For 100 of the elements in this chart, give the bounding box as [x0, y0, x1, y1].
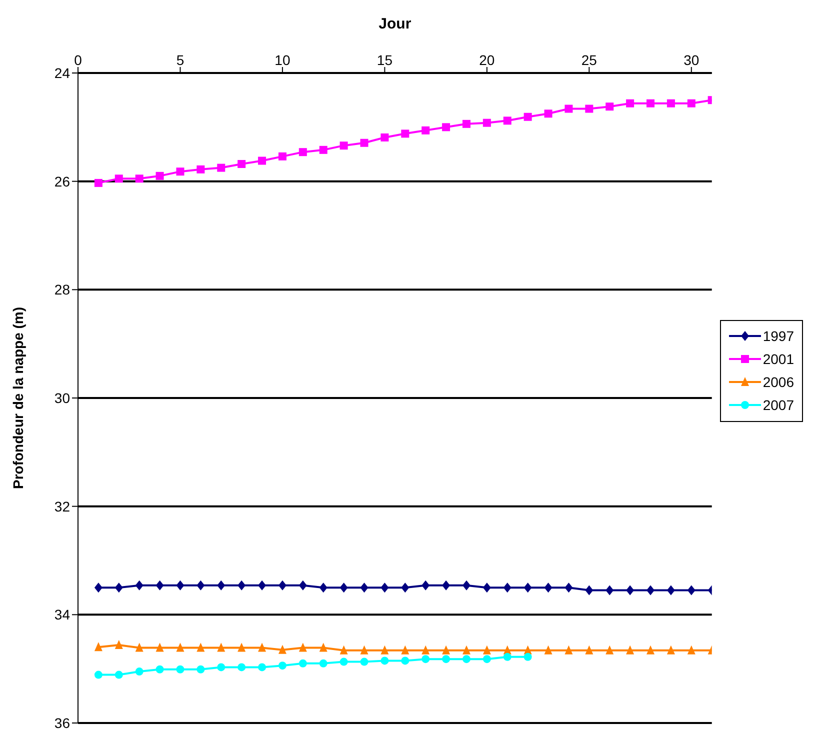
y-tick-label: 36	[54, 714, 70, 731]
point	[380, 133, 389, 142]
point	[482, 645, 491, 654]
point	[176, 642, 184, 652]
point	[176, 665, 184, 674]
point	[503, 652, 512, 661]
point	[360, 658, 368, 666]
point	[114, 640, 123, 649]
point	[606, 585, 614, 596]
point	[156, 580, 164, 590]
point	[666, 585, 675, 596]
point	[524, 582, 532, 593]
point	[462, 655, 470, 664]
point	[156, 642, 164, 652]
point	[217, 580, 226, 590]
point	[442, 123, 450, 132]
point	[544, 110, 552, 118]
point	[524, 112, 532, 121]
point	[666, 99, 675, 108]
point	[319, 642, 328, 652]
point	[319, 582, 328, 593]
point	[298, 580, 307, 590]
point	[564, 582, 573, 593]
point	[258, 156, 266, 165]
point	[135, 174, 144, 183]
point	[666, 645, 675, 654]
x-tick-label: 10	[274, 52, 290, 68]
point	[176, 168, 184, 176]
y-tick-label: 28	[54, 282, 70, 298]
point	[401, 645, 410, 654]
legend-label: 2006	[762, 374, 794, 390]
y-tick-label: 24	[54, 64, 70, 81]
point	[298, 642, 307, 652]
point	[606, 645, 614, 654]
point	[340, 142, 348, 150]
point	[646, 645, 655, 654]
point	[442, 655, 450, 664]
point	[298, 148, 307, 156]
y-tick-label: 30	[54, 390, 70, 406]
point	[258, 580, 266, 590]
point	[585, 645, 594, 654]
point	[217, 642, 226, 652]
point	[319, 659, 328, 668]
point	[626, 645, 634, 654]
point	[626, 99, 634, 108]
point	[340, 582, 348, 593]
point	[360, 645, 368, 654]
y-axis-title: Profondeur de la nappe (m)	[10, 306, 26, 490]
point	[278, 152, 286, 160]
point	[687, 99, 696, 108]
point	[238, 580, 246, 590]
point	[544, 645, 552, 654]
point	[422, 655, 430, 664]
legend-label: 1997	[762, 328, 794, 344]
point	[585, 585, 594, 596]
x-tick-label: 30	[684, 52, 700, 68]
point	[401, 656, 410, 665]
point	[380, 582, 389, 593]
point	[217, 663, 226, 672]
point	[196, 165, 205, 174]
point	[564, 645, 573, 654]
point	[462, 645, 470, 654]
x-tick-label: 25	[581, 52, 598, 68]
point	[94, 642, 102, 652]
point	[278, 662, 286, 670]
point	[646, 585, 655, 596]
x-tick-label: 5	[176, 52, 184, 68]
point	[360, 582, 368, 593]
point	[482, 655, 491, 664]
point	[503, 582, 512, 593]
point	[298, 659, 307, 668]
point	[94, 670, 102, 679]
point	[687, 585, 696, 596]
point	[462, 120, 470, 128]
point	[340, 658, 348, 666]
legend-label: 2007	[762, 397, 794, 413]
point	[238, 642, 246, 652]
point	[114, 582, 123, 593]
point	[135, 580, 144, 590]
point	[217, 164, 226, 172]
x-tick-label: 15	[376, 52, 393, 68]
point	[482, 118, 491, 127]
point	[340, 645, 348, 654]
legend-label: 2001	[762, 351, 794, 367]
point	[238, 663, 246, 672]
y-tick-label: 34	[54, 606, 70, 623]
point	[114, 670, 123, 679]
point	[380, 645, 389, 654]
point	[94, 582, 102, 593]
point	[544, 582, 552, 593]
point	[258, 642, 266, 652]
point	[114, 174, 123, 183]
point	[278, 580, 286, 590]
point	[585, 104, 594, 113]
y-tick-label: 32	[54, 498, 70, 514]
point	[564, 104, 573, 113]
point	[482, 582, 491, 593]
point	[319, 146, 328, 154]
x-tick-label: 0	[74, 52, 82, 68]
point	[258, 663, 266, 672]
